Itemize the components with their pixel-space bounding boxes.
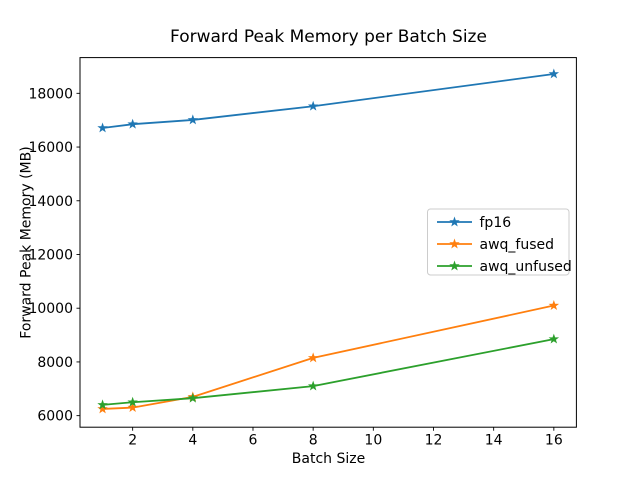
legend-star-marker (449, 260, 460, 271)
y-tick-label: 18000 (28, 86, 73, 102)
legend-label: awq_unfused (480, 259, 572, 275)
series-awq_fused (97, 300, 560, 414)
x-tick-label: 2 (128, 433, 137, 449)
data-point-marker (187, 114, 199, 125)
data-point-marker (548, 68, 560, 79)
x-tick-label: 16 (545, 433, 563, 449)
y-tick-label: 16000 (28, 140, 73, 156)
series-line (102, 338, 555, 406)
legend-star-marker (449, 238, 460, 249)
chart-title: Forward Peak Memory per Batch Size (170, 27, 487, 47)
data-point-marker (97, 403, 108, 414)
x-tick-label: 12 (425, 433, 443, 449)
legend-item-fp16: fp16 (437, 215, 511, 231)
axis-ticks: 2 4 6 8 10 12 14 16 6000 8000 10000 12000 14000 16000… (28, 86, 562, 448)
data-point-marker (307, 380, 319, 391)
legend-label: awq_fused (480, 237, 555, 253)
series-line (102, 304, 555, 410)
data-point-marker (548, 333, 560, 344)
y-tick-label: 10000 (28, 301, 73, 317)
legend-box (427, 208, 570, 276)
legend-item-awq_unfused: awq_unfused (437, 259, 572, 275)
x-tick-label: 14 (485, 433, 503, 449)
x-tick-label: 8 (309, 433, 318, 449)
data-point-marker (187, 392, 199, 403)
x-tick-label: 10 (364, 433, 382, 449)
series-fp16 (97, 68, 560, 133)
legend: fp16 awq_fused awq_unfused (427, 208, 572, 276)
data-point-marker (97, 122, 108, 133)
data-point-marker (127, 396, 138, 407)
legend-star-marker (449, 216, 460, 227)
plot-border (79, 57, 577, 428)
data-point-marker (307, 100, 319, 111)
data-point-marker (127, 118, 138, 129)
y-tick-label: 12000 (28, 247, 73, 263)
x-tick-label: 6 (249, 433, 258, 449)
data-point-marker (548, 300, 560, 310)
series-awq_unfused (97, 333, 560, 410)
x-axis-label: Batch Size (291, 451, 366, 467)
y-tick-label: 6000 (37, 409, 73, 425)
y-tick-label: 8000 (37, 355, 73, 371)
legend-item-awq_fused: awq_fused (437, 237, 554, 253)
y-axis-label: Forward Peak Memory (MB) (18, 146, 35, 339)
legend-label: fp16 (480, 215, 512, 231)
data-point-marker (97, 399, 108, 410)
data-point-marker (307, 352, 319, 363)
x-tick-label: 4 (188, 433, 197, 449)
y-tick-label: 14000 (28, 194, 73, 210)
data-point-marker (127, 402, 138, 413)
series-line (102, 73, 554, 129)
